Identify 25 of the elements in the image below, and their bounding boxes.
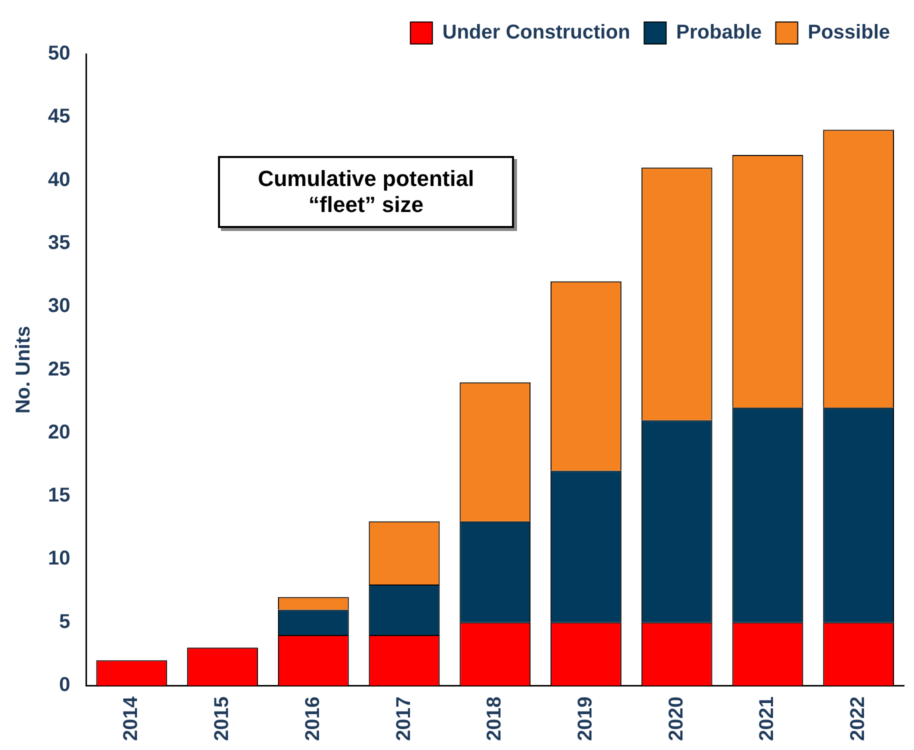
x-tick-label: 2015 xyxy=(211,696,234,742)
y-tick-label: 50 xyxy=(48,42,70,65)
x-tick-label: 2016 xyxy=(302,696,324,742)
y-tick-label: 40 xyxy=(48,168,70,191)
y-tick-label: 5 xyxy=(59,610,70,633)
annotation: Cumulative potential “fleet” size xyxy=(256,166,476,218)
y-tick-label: 20 xyxy=(48,421,70,444)
x-tick-label: 2017 xyxy=(392,696,415,742)
x-tick-label: 2019 xyxy=(574,696,596,742)
y-tick-label: 25 xyxy=(48,358,70,380)
y-tick-label: 10 xyxy=(48,548,70,570)
x-tick-label: 2020 xyxy=(665,696,688,742)
x-tick-label: 2018 xyxy=(484,696,506,742)
legend-label: Probable xyxy=(676,22,762,44)
legend-label: Under Construction xyxy=(442,22,630,44)
y-tick-label: 35 xyxy=(48,232,70,254)
x-tick-label: 2021 xyxy=(756,696,778,742)
y-tick-label: 30 xyxy=(48,295,70,318)
y-tick-label: 0 xyxy=(59,674,70,696)
x-tick-label: 2022 xyxy=(847,696,870,742)
legend-label: Possible xyxy=(808,22,890,44)
y-axis-title: No. Units xyxy=(12,326,35,414)
y-tick-label: 15 xyxy=(48,484,70,507)
x-tick-label: 2014 xyxy=(120,696,142,742)
y-tick-label: 45 xyxy=(48,106,70,128)
